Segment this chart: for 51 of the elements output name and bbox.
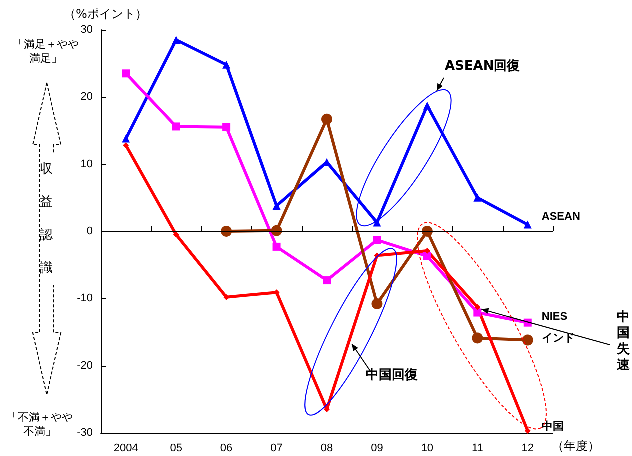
point [173, 232, 180, 238]
point [172, 36, 180, 44]
point [123, 142, 130, 149]
point [222, 60, 231, 69]
x-tick-label: 2004 [114, 442, 138, 454]
y-tick-label: -30 [77, 427, 93, 439]
annotation: 中国回復 [366, 367, 418, 384]
x-tick-label: 06 [220, 442, 233, 454]
text: 「不満＋やや不満」 [6, 411, 74, 439]
point [272, 242, 281, 251]
point [322, 114, 332, 125]
point [172, 122, 180, 131]
y-tick-label: -20 [77, 360, 93, 372]
point [373, 218, 382, 227]
point [372, 298, 383, 310]
point [474, 308, 482, 317]
point [472, 332, 484, 344]
point [522, 334, 534, 346]
y-tick-label: 30 [80, 24, 93, 36]
y-tick-label: 10 [80, 158, 93, 170]
point [474, 194, 482, 202]
point [524, 220, 532, 229]
x-tick-label: 07 [270, 442, 283, 454]
y-tick-label: -10 [77, 292, 93, 305]
point [524, 428, 531, 434]
series-label: ASEAN [542, 210, 580, 223]
point [122, 134, 130, 143]
point [423, 252, 432, 260]
x-tick-label: 12 [522, 442, 534, 454]
x-tick-label: 10 [421, 442, 434, 454]
annotation: ASEAN回復 [445, 58, 520, 75]
x-tick-label: 09 [371, 442, 384, 454]
point [323, 276, 331, 285]
y-axis-title: （%ポイント） [64, 6, 148, 23]
x-tick-label: 08 [320, 442, 334, 454]
annotation: 中国失速 [617, 310, 631, 374]
point [122, 70, 130, 78]
series-label: NIES [542, 310, 568, 323]
text: 収益認識 [40, 162, 53, 276]
point [222, 123, 231, 132]
x-axis-title: （年度） [552, 438, 600, 455]
y-tick-label: 0 [86, 226, 93, 238]
point [423, 102, 432, 110]
point [474, 304, 481, 310]
x-tick-label: 11 [472, 442, 484, 454]
point [373, 236, 382, 244]
y-tick-label: 20 [80, 91, 93, 104]
series-label: 中国 [542, 420, 564, 433]
point [272, 202, 281, 210]
x-tick-label: 05 [170, 442, 182, 454]
text: 「満足＋やや満足」 [12, 38, 80, 66]
